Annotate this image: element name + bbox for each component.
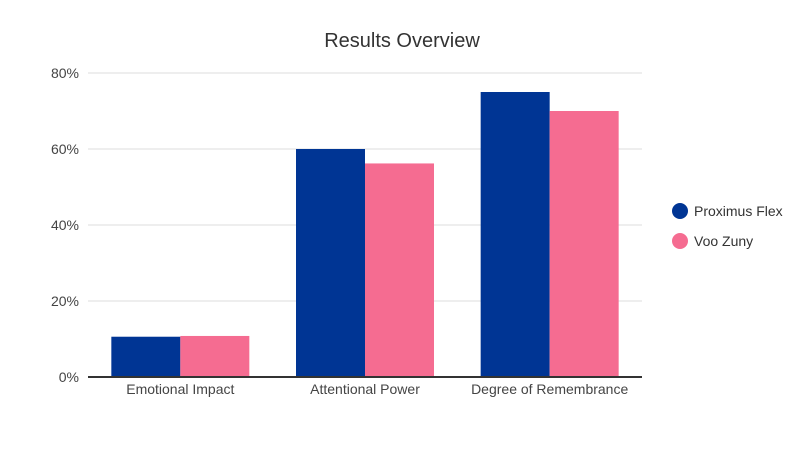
legend-marker [672,233,688,249]
y-tick-label: 60% [51,141,79,157]
bar-voo-zuny [365,163,434,377]
x-tick-label: Attentional Power [310,381,420,397]
legend: Proximus Flex Voo Zuny [672,203,783,249]
bar-voo-zuny [180,335,250,377]
chart-title: Results Overview [324,30,480,52]
y-tick-label: 0% [59,369,79,385]
legend-marker [672,203,688,219]
y-tick-label: 40% [51,217,79,233]
y-axis-ticks: 0% 20% 40% 60% 80% [51,65,79,385]
y-tick-label: 80% [51,65,79,81]
x-tick-label: Degree of Remembrance [471,381,628,397]
x-axis-ticks: Emotional Impact Attentional Power Degree … [126,381,628,397]
bar-voo-zuny [549,111,619,377]
legend-label: Proximus Flex [694,203,783,219]
y-tick-label: 20% [51,293,79,309]
bar-proximus-flex [296,149,365,377]
bars [111,92,619,377]
bar-proximus-flex [111,336,181,377]
bar-proximus-flex [480,92,550,377]
legend-label: Voo Zuny [694,233,753,249]
x-tick-label: Emotional Impact [126,381,234,397]
